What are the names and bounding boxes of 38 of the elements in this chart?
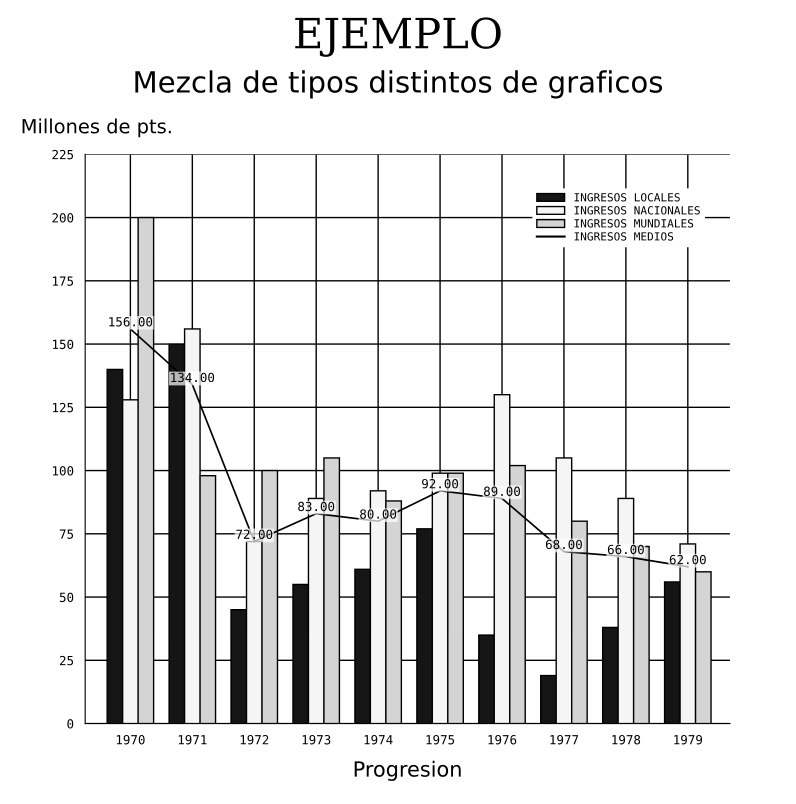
y-tick-label: 125 [52, 402, 74, 412]
data-label: 62.00 [670, 554, 706, 564]
x-tick-label: 1974 [364, 735, 393, 744]
y-tick-label: 75 [60, 530, 74, 539]
y-tick-label: 200 [52, 213, 74, 223]
x-tick-label: 1979 [674, 735, 702, 744]
data-label: 92.00 [422, 478, 458, 488]
legend-label: INGRESOS LOCALES [574, 193, 680, 202]
y-tick-label: 25 [60, 656, 74, 666]
x-tick-label: 1975 [426, 735, 454, 744]
x-tick-label: 1977 [550, 735, 578, 744]
data-label: 66.00 [608, 544, 644, 554]
data-label: 83.00 [298, 502, 334, 512]
legend-label: INGRESOS MUNDIALES [574, 219, 694, 228]
x-tick-label: 1970 [116, 735, 145, 744]
data-label: 68.00 [546, 540, 582, 550]
x-tick-label: 1971 [178, 735, 207, 744]
data-label: 156.00 [109, 317, 152, 327]
x-tick-label: 1973 [302, 735, 330, 744]
data-label: 72.00 [236, 530, 272, 540]
x-tick-label: 1976 [488, 735, 516, 744]
data-label: 80.00 [360, 509, 396, 519]
chart-subtitle: Mezcla de tipos distintos de graficos [135, 70, 662, 99]
y-tick-label: 225 [52, 150, 74, 160]
x-tick-label: 1978 [612, 735, 640, 744]
data-label: 89.00 [484, 486, 520, 496]
y-tick-label: 175 [52, 276, 74, 286]
y-tick-label: 0 [67, 719, 74, 729]
x-tick-label: 1972 [240, 735, 268, 744]
y-axis-title: Millones de pts. [22, 118, 171, 138]
y-tick-label: 150 [52, 340, 74, 350]
y-tick-label: 100 [52, 466, 74, 476]
data-label: 134.00 [171, 372, 214, 382]
legend-label: INGRESOS NACIONALES [574, 206, 700, 215]
chart-title: EJEMPLO [295, 17, 501, 57]
x-axis-title: Progresion [354, 760, 461, 781]
y-tick-label: 50 [60, 592, 74, 602]
legend-label: INGRESOS MEDIOS [574, 232, 674, 241]
